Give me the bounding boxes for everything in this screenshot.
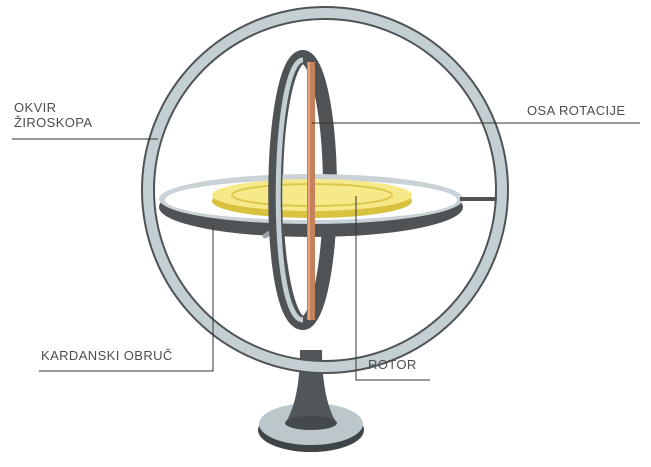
stand [258, 350, 364, 452]
label-frame-line1: OKVIR [14, 100, 57, 115]
label-frame: OKVIR ŽIROSKOPA [14, 100, 92, 130]
callout-line-rotor [355, 196, 430, 381]
stand-stem [286, 350, 336, 422]
inner-ring-front-face [275, 57, 304, 323]
callout-lines [12, 122, 640, 381]
stand-stem-foot [285, 416, 337, 430]
callout-line-gimbal [39, 225, 214, 372]
label-frame-line2: ŽIROSKOPA [14, 115, 93, 130]
label-gimbal: KARDANSKI OBRUČ [41, 348, 173, 363]
spin-axle-highlight [308, 62, 310, 320]
spin-axle [307, 62, 315, 320]
outer-frame [141, 6, 509, 374]
outer-frame-ring-face [143, 8, 507, 372]
label-rotor: ROTOR [368, 357, 417, 372]
label-spin-axis: OSA ROTACIJE [527, 103, 626, 118]
